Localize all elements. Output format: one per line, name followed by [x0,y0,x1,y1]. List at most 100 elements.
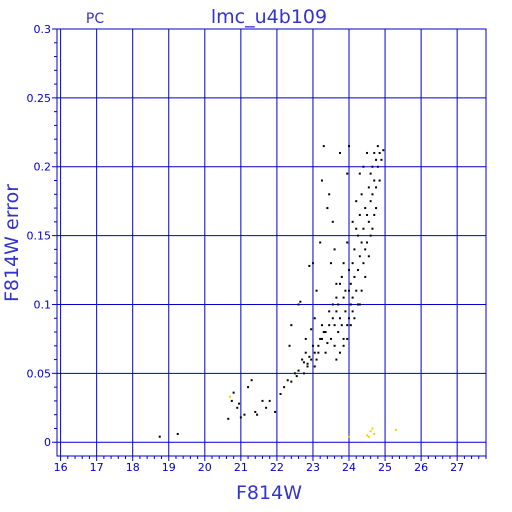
data-point [338,151,341,154]
data-point [301,358,304,361]
data-point [355,227,358,230]
data-point [351,262,354,265]
data-point [315,289,318,292]
data-point [274,410,277,413]
data-point [348,317,351,320]
data-point [366,213,369,216]
data-point [304,337,307,340]
data-point [380,158,383,161]
data-point [230,399,233,402]
data-point [351,310,354,313]
data-point [360,193,363,196]
plot-frame [56,28,487,457]
data-point [326,342,329,345]
x-tick-label: 27 [450,461,464,474]
data-point [353,248,356,251]
data-point [239,416,242,419]
data-point [328,310,331,313]
data-point [265,406,268,409]
corner-label: PC [86,11,104,27]
data-point [349,303,352,306]
data-point [335,296,338,299]
data-point [337,303,340,306]
data-point [373,179,376,182]
data-point [315,358,318,361]
data-point [366,434,369,437]
data-point [290,380,293,383]
data-point [371,165,374,168]
tick-marks [52,28,487,461]
data-point [331,317,334,320]
data-point [364,207,367,210]
data-point [229,395,232,398]
data-point [333,344,336,347]
data-point [311,262,314,265]
data-point [313,317,316,320]
data-point [346,241,349,244]
x-tick-label: 26 [414,461,428,474]
data-point [340,275,343,278]
data-point [337,331,340,334]
data-point [250,379,253,382]
data-point [348,269,351,272]
data-point [308,355,311,358]
data-point [367,220,370,223]
x-tick-label: 19 [162,461,176,474]
data-point [376,165,379,168]
data-point [357,234,360,237]
data-point [283,386,286,389]
y-tick-label: 0 [44,436,51,449]
data-point [349,282,352,285]
data-point [243,413,246,416]
data-point [375,207,378,210]
data-point [355,289,358,292]
data-point [348,145,351,148]
data-point [256,413,259,416]
data-point [342,296,345,299]
data-point [288,344,291,347]
data-point [331,303,334,306]
data-point [232,391,235,394]
y-axis-title: F814W error [1,184,23,302]
data-point [362,227,365,230]
data-point [335,310,338,313]
data-point [373,151,376,154]
data-point [328,324,331,327]
data-point [306,362,309,365]
data-point [324,351,327,354]
data-point [346,337,349,340]
data-point [348,435,351,438]
data-point [338,317,341,320]
data-point [322,331,325,334]
data-point [348,289,351,292]
data-point [366,241,369,244]
data-point [317,344,320,347]
data-point [254,410,257,413]
y-tick-label: 0.3 [34,23,52,36]
data-point [364,248,367,251]
data-point [328,193,331,196]
data-point [351,220,354,223]
data-point [362,262,365,265]
data-point [268,399,271,402]
x-tick-label: 25 [378,461,392,474]
data-point [324,331,327,334]
data-point [358,213,361,216]
data-point [346,324,349,327]
data-point [329,337,332,340]
data-point [310,328,313,331]
y-tick-label: 0.15 [27,230,52,243]
data-point [375,186,378,189]
data-point [295,375,298,378]
data-point [302,372,305,375]
y-tick-label: 0.2 [34,161,52,174]
data-point [311,344,314,347]
data-point [306,365,309,368]
data-point [319,337,322,340]
data-point [290,324,293,327]
data-point [320,337,323,340]
data-point [302,361,305,364]
data-point [371,427,374,430]
data-point [346,172,349,175]
